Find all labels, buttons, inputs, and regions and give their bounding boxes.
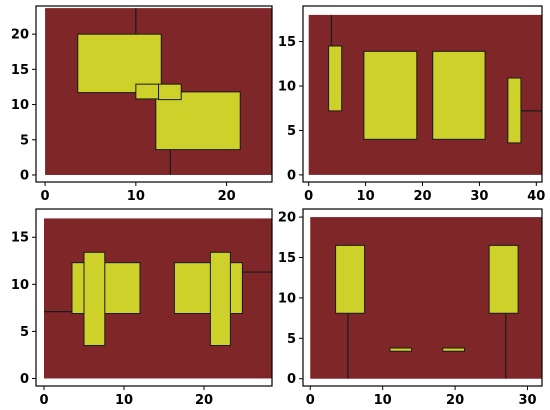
y-tick-label: 5 (20, 325, 29, 340)
x-tick-label: 10 (374, 393, 392, 408)
x-tick-label: 10 (115, 393, 133, 408)
region-rect-3 (389, 347, 413, 352)
axes-frame (302, 208, 543, 387)
y-tick-label: 0 (20, 168, 29, 183)
y-tick-label: 20 (278, 211, 296, 226)
field-region (308, 14, 542, 175)
y-tick-label: 10 (11, 98, 29, 113)
y-tick-label: 5 (287, 332, 296, 347)
region-rect-3 (83, 251, 106, 347)
x-tick-label: 0 (306, 393, 315, 408)
axes-frame (302, 5, 543, 183)
region-rect-3 (432, 50, 486, 140)
y-tick-label: 20 (11, 28, 29, 43)
y-tick-label: 0 (20, 372, 29, 387)
y-tick-label: 5 (20, 133, 29, 148)
region-rect-2 (488, 244, 519, 314)
region-rect-2 (363, 50, 418, 140)
x-tick-label: 20 (195, 393, 213, 408)
region-rect-4 (507, 77, 522, 144)
y-tick-label: 0 (287, 372, 296, 387)
region-rect-1 (71, 262, 141, 315)
x-tick-label: 40 (527, 189, 545, 204)
x-tick-label: 20 (446, 393, 464, 408)
x-tick-label: 30 (518, 393, 536, 408)
region-rect-3 (135, 83, 160, 100)
y-tick-label: 10 (278, 80, 296, 95)
region-rect-2 (155, 91, 241, 151)
region-rect-1 (335, 244, 366, 314)
x-tick-label: 10 (127, 189, 145, 204)
subplot-3: 0 10 20 0 5 10 15 (11, 208, 273, 408)
region-rect-4 (158, 83, 182, 101)
region-rect-2 (173, 262, 243, 315)
x-tick-label: 0 (41, 189, 50, 204)
y-tick-label: 15 (11, 231, 29, 246)
region-rect-1 (328, 45, 343, 112)
x-tick-label: 30 (470, 189, 488, 204)
subplot-1: 0 10 20 0 5 10 15 20 (11, 5, 273, 204)
subplot-2: 0 10 20 30 40 0 5 10 15 (278, 5, 545, 204)
region-rect-4 (209, 251, 231, 347)
x-tick-label: 10 (357, 189, 375, 204)
y-tick-label: 15 (278, 251, 296, 266)
subplot-4: 0 10 20 30 0 5 10 15 20 (278, 208, 543, 408)
x-tick-label: 20 (413, 189, 431, 204)
axes-frame (35, 208, 273, 387)
y-tick-label: 15 (11, 63, 29, 78)
y-tick-label: 10 (278, 291, 296, 306)
x-tick-label: 0 (39, 393, 48, 408)
x-tick-label: 20 (218, 189, 236, 204)
x-tick-label: 0 (304, 189, 313, 204)
region-rect-1 (77, 33, 162, 94)
axes-frame (35, 5, 273, 183)
y-tick-label: 10 (11, 278, 29, 293)
y-tick-label: 0 (287, 168, 296, 183)
y-tick-label: 15 (278, 35, 296, 50)
y-tick-label: 5 (287, 124, 296, 139)
region-rect-4 (442, 347, 466, 352)
